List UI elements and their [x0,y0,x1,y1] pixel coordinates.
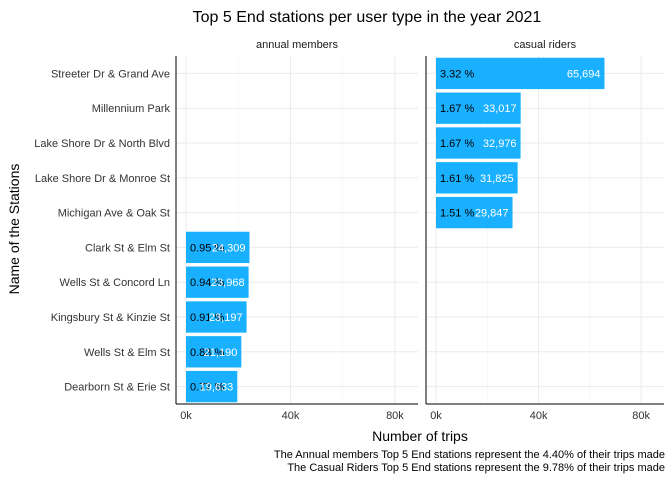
facet-strips: annual members casual riders [256,39,577,51]
facet-label-annual-members: annual members [256,39,338,51]
bar-count-label: 19,633 [200,382,234,394]
caption-casual-riders: The Casual Riders Top 5 End stations rep… [287,462,665,474]
y-tick-label: Wells St & Elm St [84,347,170,359]
x-tick-labels: 0k 40k 80k 0k 40k 80k [180,410,650,422]
bar-count-label: 33,017 [483,103,517,115]
bar-percent-label: 0.77 % [190,382,224,394]
bar-count-label: 29,847 [475,208,509,220]
bar-kingsbury-st-kinzie-st [186,301,247,333]
bar-count-label: 23,968 [211,277,245,289]
bar-percent-label: 0.91 % [190,312,224,324]
caption-annual-members: The Annual members Top 5 End stations re… [274,449,665,461]
bar-percent-label: 0.94 % [190,277,224,289]
x-tick-label: 40k [530,410,548,422]
bar-percent-label: 0.83 % [190,347,224,359]
x-tick-label: 40k [282,410,300,422]
y-tick-labels: Streeter Dr & Grand Ave Millennium Park La… [34,68,170,393]
y-tick-label: Michigan Ave & Oak St [58,208,170,220]
bar-millennium-park [436,92,521,124]
bar-percent-label: 1.51 % [440,208,474,220]
grid [176,56,664,404]
y-tick-label: Wells St & Concord Ln [60,277,170,289]
bars [186,57,605,403]
bar-count-label: 65,694 [567,68,601,80]
bar-wells-st-concord-ln [186,266,249,298]
bar-percent-label: 3.32 % [440,68,474,80]
bar-percent-label: 0.95 % [190,242,224,254]
bar-streeter-dr-grand-ave [436,57,605,90]
bar-lake-shore-dr-monroe-st [436,162,518,194]
y-tick-label: Lake Shore Dr & North Blvd [34,138,170,150]
bar-count-label: 23,197 [209,312,243,324]
y-tick-label: Kingsbury St & Kinzie St [51,312,170,324]
bar-clark-st-elm-st [186,231,250,264]
y-tick-label: Lake Shore Dr & Monroe St [35,173,170,185]
y-tick-label: Clark St & Elm St [85,242,170,254]
y-tick-label: Millennium Park [92,103,171,115]
bar-lake-shore-dr-north-blvd [436,127,521,159]
bar-dearborn-st-erie-st [186,370,238,403]
bar-michigan-ave-oak-st [436,196,513,229]
bar-wells-st-elm-st [186,336,242,368]
x-axis-title: Number of trips [372,428,468,444]
bar-count-label: 24,309 [212,242,246,254]
bar-percent-label: 1.67 % [440,138,474,150]
x-tick-label: 0k [180,410,192,422]
bar-labels: 0.95 %24,309 0.94 %23,968 0.91 %23,197 0.83… [190,68,600,393]
x-tick-label: 0k [430,410,442,422]
axes [175,56,664,405]
y-tick-label: Dearborn St & Erie St [64,382,170,394]
bar-count-label: 32,976 [483,138,517,150]
y-axis-title: Name of the Stations [6,164,22,295]
x-tick-label: 80k [386,410,404,422]
chart-title: Top 5 End stations per user type in the … [193,9,542,26]
bar-percent-label: 1.61 % [440,173,474,185]
bar-percent-label: 1.67 % [440,103,474,115]
facet-label-casual-riders: casual riders [514,39,577,51]
x-tick-label: 80k [632,410,650,422]
bar-count-label: 21,190 [204,347,238,359]
y-tick-label: Streeter Dr & Grand Ave [51,68,170,80]
bar-count-label: 31,825 [480,173,514,185]
